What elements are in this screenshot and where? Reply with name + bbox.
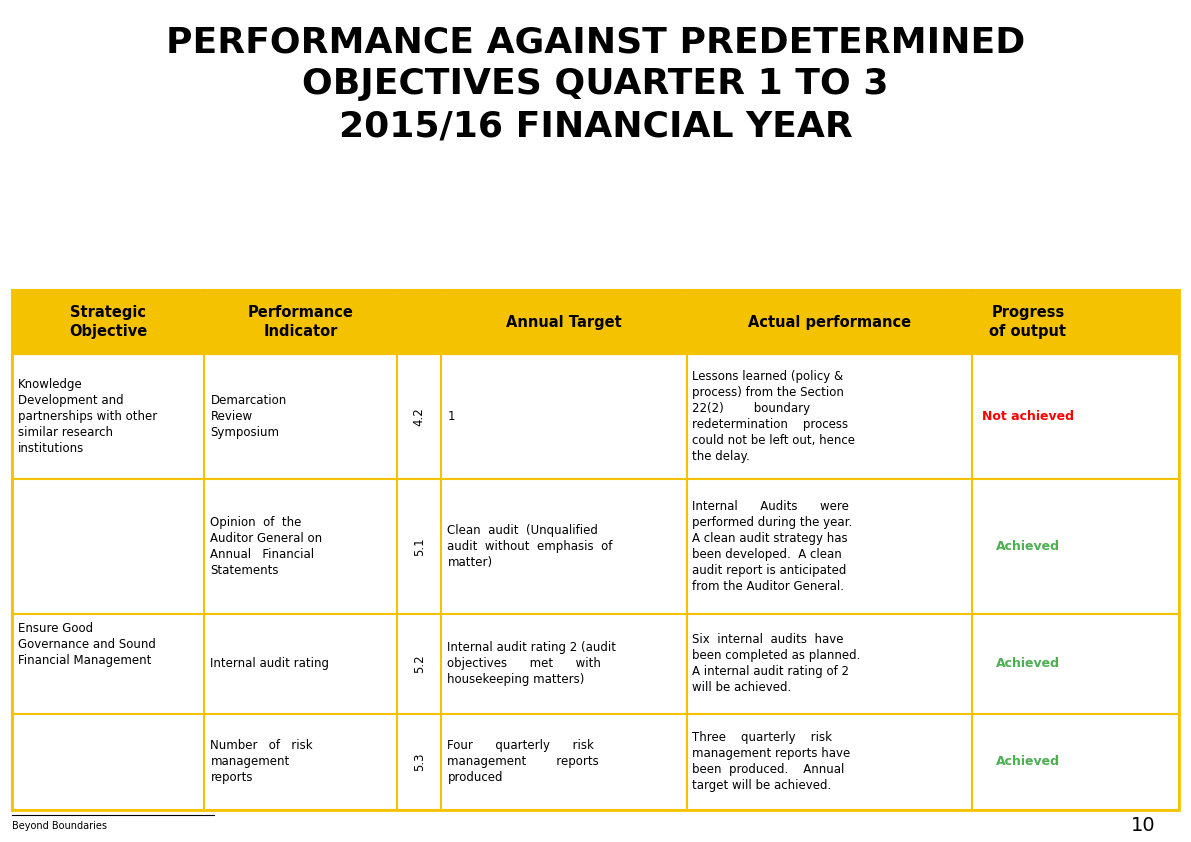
Text: 1: 1 bbox=[448, 410, 455, 423]
Text: Ensure Good
Governance and Sound
Financial Management: Ensure Good Governance and Sound Financi… bbox=[18, 622, 156, 667]
Bar bbox=[12, 290, 1179, 354]
Text: Actual performance: Actual performance bbox=[748, 315, 911, 329]
Text: Internal      Audits      were
performed during the year.
A clean audit strategy: Internal Audits were performed during th… bbox=[692, 500, 853, 593]
Text: Internal audit rating 2 (audit
objectives      met      with
housekeeping matter: Internal audit rating 2 (audit objective… bbox=[448, 642, 617, 686]
Bar bbox=[12, 713, 1179, 810]
Text: Clean  audit  (Unqualified
audit  without  emphasis  of
matter): Clean audit (Unqualified audit without e… bbox=[448, 524, 612, 569]
Text: 5.3: 5.3 bbox=[413, 753, 425, 771]
Text: Strategic
Objective: Strategic Objective bbox=[69, 306, 148, 338]
Text: Internal audit rating: Internal audit rating bbox=[211, 658, 330, 670]
Text: Three    quarterly    risk
management reports have
been  produced.    Annual
tar: Three quarterly risk management reports … bbox=[692, 732, 850, 792]
Text: Knowledge
Development and
partnerships with other
similar research
institutions: Knowledge Development and partnerships w… bbox=[18, 378, 157, 455]
Text: Four      quarterly      risk
management        reports
produced: Four quarterly risk management reports p… bbox=[448, 739, 599, 784]
Text: Not achieved: Not achieved bbox=[981, 410, 1074, 423]
Text: Achieved: Achieved bbox=[996, 755, 1060, 768]
Text: Opinion  of  the
Auditor General on
Annual   Financial
Statements: Opinion of the Auditor General on Annual… bbox=[211, 516, 323, 577]
Text: Achieved: Achieved bbox=[996, 658, 1060, 670]
Bar bbox=[12, 479, 1179, 614]
Text: 5.2: 5.2 bbox=[413, 654, 425, 673]
Bar bbox=[12, 290, 1179, 810]
Text: 10: 10 bbox=[1130, 816, 1155, 835]
Text: 5.1: 5.1 bbox=[413, 537, 425, 556]
Text: PERFORMANCE AGAINST PREDETERMINED
OBJECTIVES QUARTER 1 TO 3
2015/16 FINANCIAL YE: PERFORMANCE AGAINST PREDETERMINED OBJECT… bbox=[166, 25, 1025, 143]
Text: Achieved: Achieved bbox=[996, 540, 1060, 553]
Text: Demarcation
Review
Symposium: Demarcation Review Symposium bbox=[211, 394, 287, 439]
Bar bbox=[12, 354, 1179, 479]
Text: Annual Target: Annual Target bbox=[506, 315, 622, 329]
Text: Beyond Boundaries: Beyond Boundaries bbox=[12, 821, 107, 831]
Text: Lessons learned (policy &
process) from the Section
22(2)        boundary
redete: Lessons learned (policy & process) from … bbox=[692, 370, 855, 463]
Text: Progress
of output: Progress of output bbox=[990, 306, 1066, 338]
Text: 4.2: 4.2 bbox=[413, 407, 425, 426]
Text: Number   of   risk
management
reports: Number of risk management reports bbox=[211, 739, 313, 784]
Text: Six  internal  audits  have
been completed as planned.
A internal audit rating o: Six internal audits have been completed … bbox=[692, 633, 861, 695]
FancyBboxPatch shape bbox=[12, 290, 1179, 354]
Text: Performance
Indicator: Performance Indicator bbox=[248, 306, 354, 338]
Bar bbox=[12, 614, 1179, 713]
